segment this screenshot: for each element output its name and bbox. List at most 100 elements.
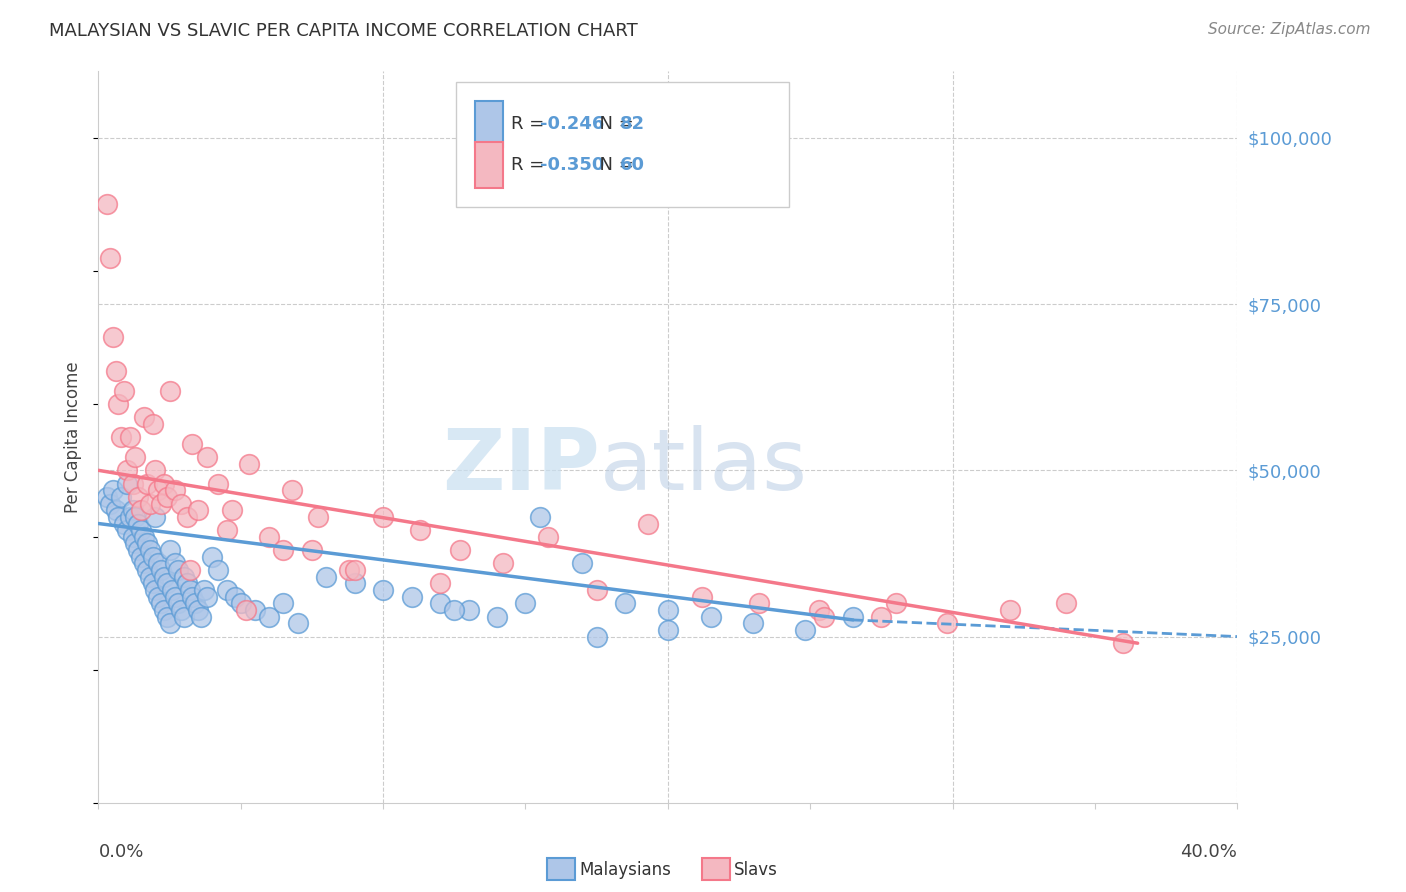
Point <box>193 582 215 597</box>
Point <box>115 523 138 537</box>
Text: R =: R = <box>510 115 550 133</box>
Point <box>748 596 770 610</box>
Point <box>129 549 152 564</box>
Point <box>165 590 187 604</box>
Point <box>998 603 1021 617</box>
Point <box>165 557 187 571</box>
Point <box>515 596 537 610</box>
Point <box>148 557 170 571</box>
Point <box>167 563 190 577</box>
Point <box>429 576 451 591</box>
Point <box>793 623 815 637</box>
Point <box>215 582 238 597</box>
Point <box>401 590 423 604</box>
Point <box>221 503 243 517</box>
Point <box>162 582 184 597</box>
Point <box>115 476 138 491</box>
Point <box>132 530 155 544</box>
Point <box>124 509 146 524</box>
Point <box>449 543 471 558</box>
Text: 0.0%: 0.0% <box>98 843 143 861</box>
Point <box>159 384 181 398</box>
Point <box>110 430 132 444</box>
Point <box>135 476 157 491</box>
Point <box>173 609 195 624</box>
Text: N =: N = <box>588 115 640 133</box>
Point <box>657 623 679 637</box>
Point <box>135 563 157 577</box>
Point <box>176 576 198 591</box>
Point <box>307 509 329 524</box>
Point <box>145 582 167 597</box>
Point <box>229 596 252 610</box>
Point <box>842 609 865 624</box>
Point <box>129 503 152 517</box>
Point <box>150 563 173 577</box>
Point <box>135 536 157 550</box>
Point <box>115 463 138 477</box>
Point <box>187 603 209 617</box>
Point <box>273 596 295 610</box>
Point <box>373 509 395 524</box>
Point <box>153 603 176 617</box>
Point <box>287 616 309 631</box>
Point <box>585 582 607 597</box>
Point <box>150 596 173 610</box>
Point <box>156 609 179 624</box>
Point <box>148 590 170 604</box>
Text: Malaysians: Malaysians <box>579 861 671 879</box>
Point <box>104 503 127 517</box>
Point <box>141 417 163 431</box>
Text: 40.0%: 40.0% <box>1181 843 1237 861</box>
Point <box>181 436 204 450</box>
Point <box>571 557 593 571</box>
Point <box>235 603 257 617</box>
Point <box>529 509 551 524</box>
Point <box>259 530 281 544</box>
Point <box>690 590 713 604</box>
Point <box>101 483 124 498</box>
Point <box>190 609 212 624</box>
Point <box>127 490 149 504</box>
Point <box>301 543 323 558</box>
Point <box>150 497 173 511</box>
Point <box>96 197 118 211</box>
Point <box>281 483 304 498</box>
Point <box>343 576 366 591</box>
Point <box>176 509 198 524</box>
Point <box>807 603 830 617</box>
Point <box>337 563 360 577</box>
Point <box>343 563 366 577</box>
Point <box>98 497 121 511</box>
Point <box>165 483 187 498</box>
Point <box>145 463 167 477</box>
Y-axis label: Per Capita Income: Per Capita Income <box>65 361 83 513</box>
Point <box>118 430 141 444</box>
Point <box>935 616 957 631</box>
Point <box>443 603 465 617</box>
Point <box>215 523 238 537</box>
Point <box>457 603 479 617</box>
Point <box>184 596 207 610</box>
Point <box>181 590 204 604</box>
Point <box>870 609 893 624</box>
Point <box>101 330 124 344</box>
Point <box>813 609 835 624</box>
Point <box>657 603 679 617</box>
Text: -0.350: -0.350 <box>540 156 605 174</box>
Point <box>179 582 201 597</box>
Point <box>148 483 170 498</box>
Point <box>110 490 132 504</box>
Point <box>259 609 281 624</box>
Point <box>173 570 195 584</box>
Point <box>373 582 395 597</box>
Point <box>492 557 515 571</box>
Point <box>238 457 260 471</box>
Point <box>112 384 135 398</box>
Point <box>156 490 179 504</box>
Point <box>107 509 129 524</box>
Point <box>224 590 246 604</box>
Point <box>107 397 129 411</box>
Point <box>187 503 209 517</box>
Point <box>156 576 179 591</box>
